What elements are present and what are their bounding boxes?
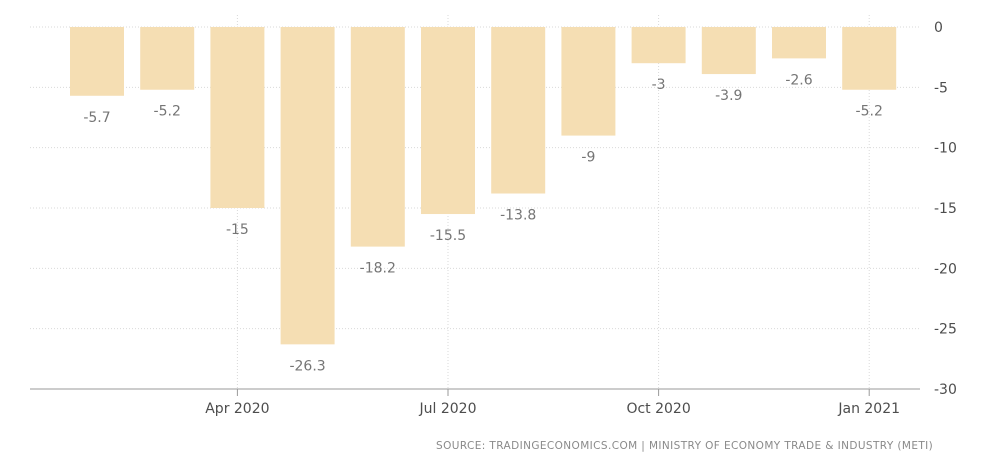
data-label: -3.9 bbox=[715, 88, 742, 104]
y-tick-label: 0 bbox=[934, 20, 943, 36]
bar bbox=[491, 27, 546, 194]
bar bbox=[561, 27, 616, 136]
source-note: SOURCE: TRADINGECONOMICS.COM | MINISTRY … bbox=[436, 440, 934, 452]
bar bbox=[631, 27, 686, 64]
x-tick-label: Apr 2020 bbox=[205, 401, 269, 417]
bar bbox=[350, 27, 405, 247]
bar bbox=[210, 27, 265, 208]
bar bbox=[772, 27, 826, 59]
bar bbox=[842, 27, 897, 90]
y-tick-label: -5 bbox=[934, 80, 948, 96]
data-label: -5.2 bbox=[154, 104, 181, 120]
data-label: -15.5 bbox=[430, 228, 466, 244]
y-tick-label: -10 bbox=[934, 141, 957, 157]
data-label: -18.2 bbox=[360, 261, 396, 277]
x-tick-label: Oct 2020 bbox=[626, 401, 690, 417]
y-axis: 0 -5 -10 -15 -20 -25 -30 bbox=[934, 20, 957, 398]
y-tick-label: -20 bbox=[934, 261, 957, 277]
bar bbox=[70, 27, 124, 96]
bar bbox=[280, 27, 335, 345]
data-label: -5.7 bbox=[83, 110, 110, 126]
bars bbox=[70, 27, 897, 345]
x-axis: Apr 2020 Jul 2020 Oct 2020 Jan 2021 bbox=[30, 388, 920, 417]
data-label: -9 bbox=[581, 150, 595, 166]
data-labels: -5.7 -5.2 -15 -26.3 -18.2 -15.5 -13.8 -9 -3 -3.9 -… bbox=[83, 72, 883, 374]
bar bbox=[701, 27, 756, 75]
data-label: -3 bbox=[652, 77, 666, 93]
bar bbox=[140, 27, 195, 90]
bar bbox=[421, 27, 475, 215]
x-tick-label: Jan 2021 bbox=[837, 401, 900, 417]
x-tick-label: Jul 2020 bbox=[419, 401, 477, 417]
y-tick-label: -25 bbox=[934, 322, 957, 338]
data-label: -26.3 bbox=[289, 358, 325, 374]
data-label: -2.6 bbox=[785, 72, 812, 88]
data-label: -15 bbox=[226, 222, 249, 238]
y-tick-label: -15 bbox=[934, 201, 957, 217]
data-label: -5.2 bbox=[856, 104, 883, 120]
data-label: -13.8 bbox=[500, 208, 536, 224]
y-tick-label: -30 bbox=[934, 382, 957, 398]
